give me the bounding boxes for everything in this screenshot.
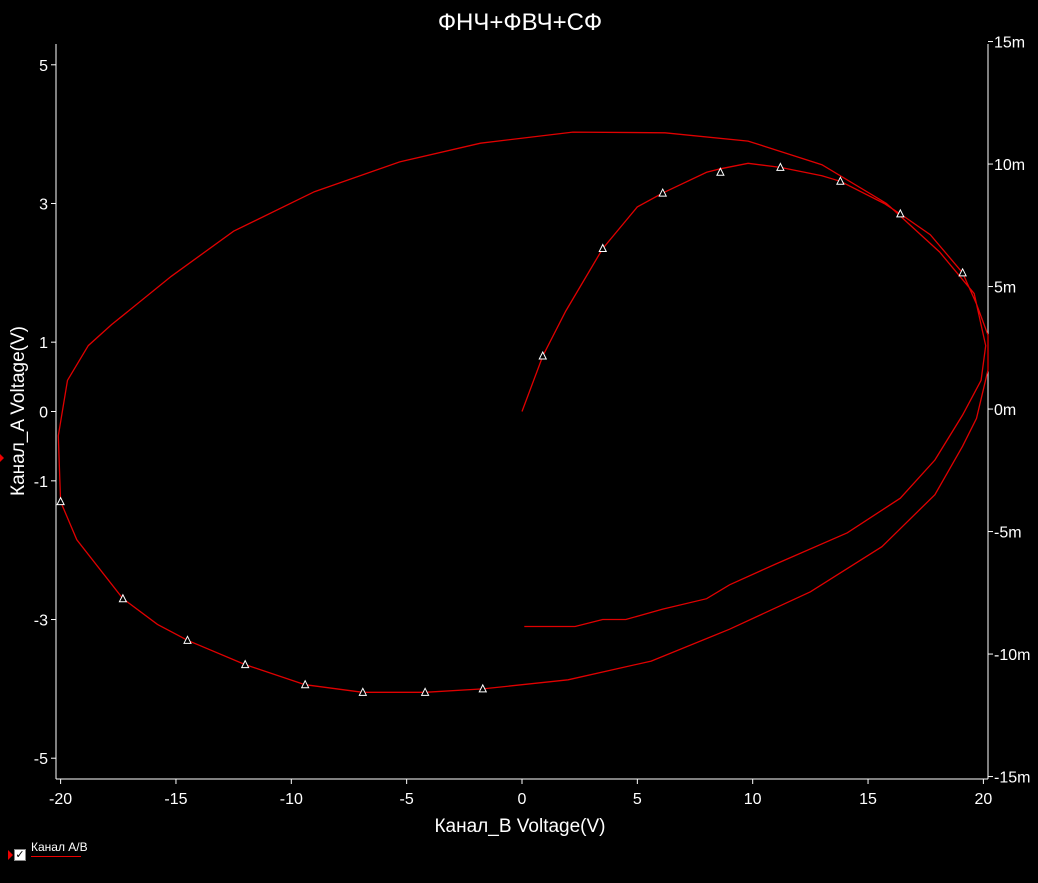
data-point-marker (300, 679, 310, 689)
data-markers (56, 162, 967, 696)
y-tick-label: 3 (39, 196, 48, 213)
x-tick-label: 20 (974, 791, 992, 808)
legend-line-sample (31, 856, 81, 857)
legend-checkbox[interactable]: ✓ (14, 849, 26, 861)
data-point-marker (358, 687, 368, 696)
x-axis-title: Канал_B Voltage(V) (434, 816, 605, 837)
data-point-marker (183, 635, 192, 644)
x-tick-label: -5 (400, 791, 414, 808)
y2-tick-label: 15m (994, 35, 1025, 52)
x-tick-label: -15 (164, 791, 187, 808)
y2-tick-label: 0m (994, 402, 1016, 419)
x-tick-label: 15 (859, 791, 877, 808)
data-point-marker (420, 687, 430, 696)
data-point-marker (716, 167, 725, 176)
data-point-marker (958, 267, 967, 277)
x-tick-label: -20 (49, 791, 72, 808)
chart-title: ФНЧ+ФВЧ+СФ (438, 9, 602, 36)
cursor-marker (0, 454, 4, 462)
data-point-marker (240, 659, 250, 669)
y-tick-label: 1 (39, 335, 48, 352)
y2-tick-label: -10m (994, 647, 1030, 664)
series-canal-ab (57, 131, 989, 693)
data-point-marker (658, 187, 668, 197)
y2-tick-label: 5m (994, 280, 1016, 297)
y-tick-label: -1 (34, 474, 48, 491)
y-tick-label: 0 (39, 405, 48, 422)
x-tick-label: 5 (633, 791, 642, 808)
y-tick-label: -5 (34, 751, 48, 768)
y-axis-title: Канал_A Voltage(V) (8, 326, 29, 496)
y2-tick-label: -5m (994, 525, 1022, 542)
legend-color-marker (8, 850, 13, 860)
ticks: -20 -15 -10 -5 0 5 10 15 205310-1-3-515m10m5m0m-… (34, 35, 1031, 808)
y-tick-label: -3 (34, 613, 48, 630)
y-tick-label: 5 (39, 58, 48, 75)
data-point-marker (538, 350, 548, 360)
legend-label: Канал A/B (31, 840, 88, 854)
x-tick-label: 0 (518, 791, 527, 808)
data-point-marker (118, 593, 128, 603)
y2-tick-label: -15m (994, 770, 1030, 787)
data-point-marker (478, 683, 488, 693)
data-point-marker (776, 162, 785, 171)
data-point-marker (56, 496, 65, 506)
x-tick-label: 10 (744, 791, 762, 808)
data-point-marker (836, 176, 845, 185)
legend: ✓ Канал A/B (8, 840, 128, 866)
x-tick-label: -10 (280, 791, 303, 808)
series-line (57, 131, 989, 693)
data-point-marker (896, 208, 905, 218)
y2-tick-label: 10m (994, 157, 1025, 174)
data-point-marker (598, 243, 608, 253)
